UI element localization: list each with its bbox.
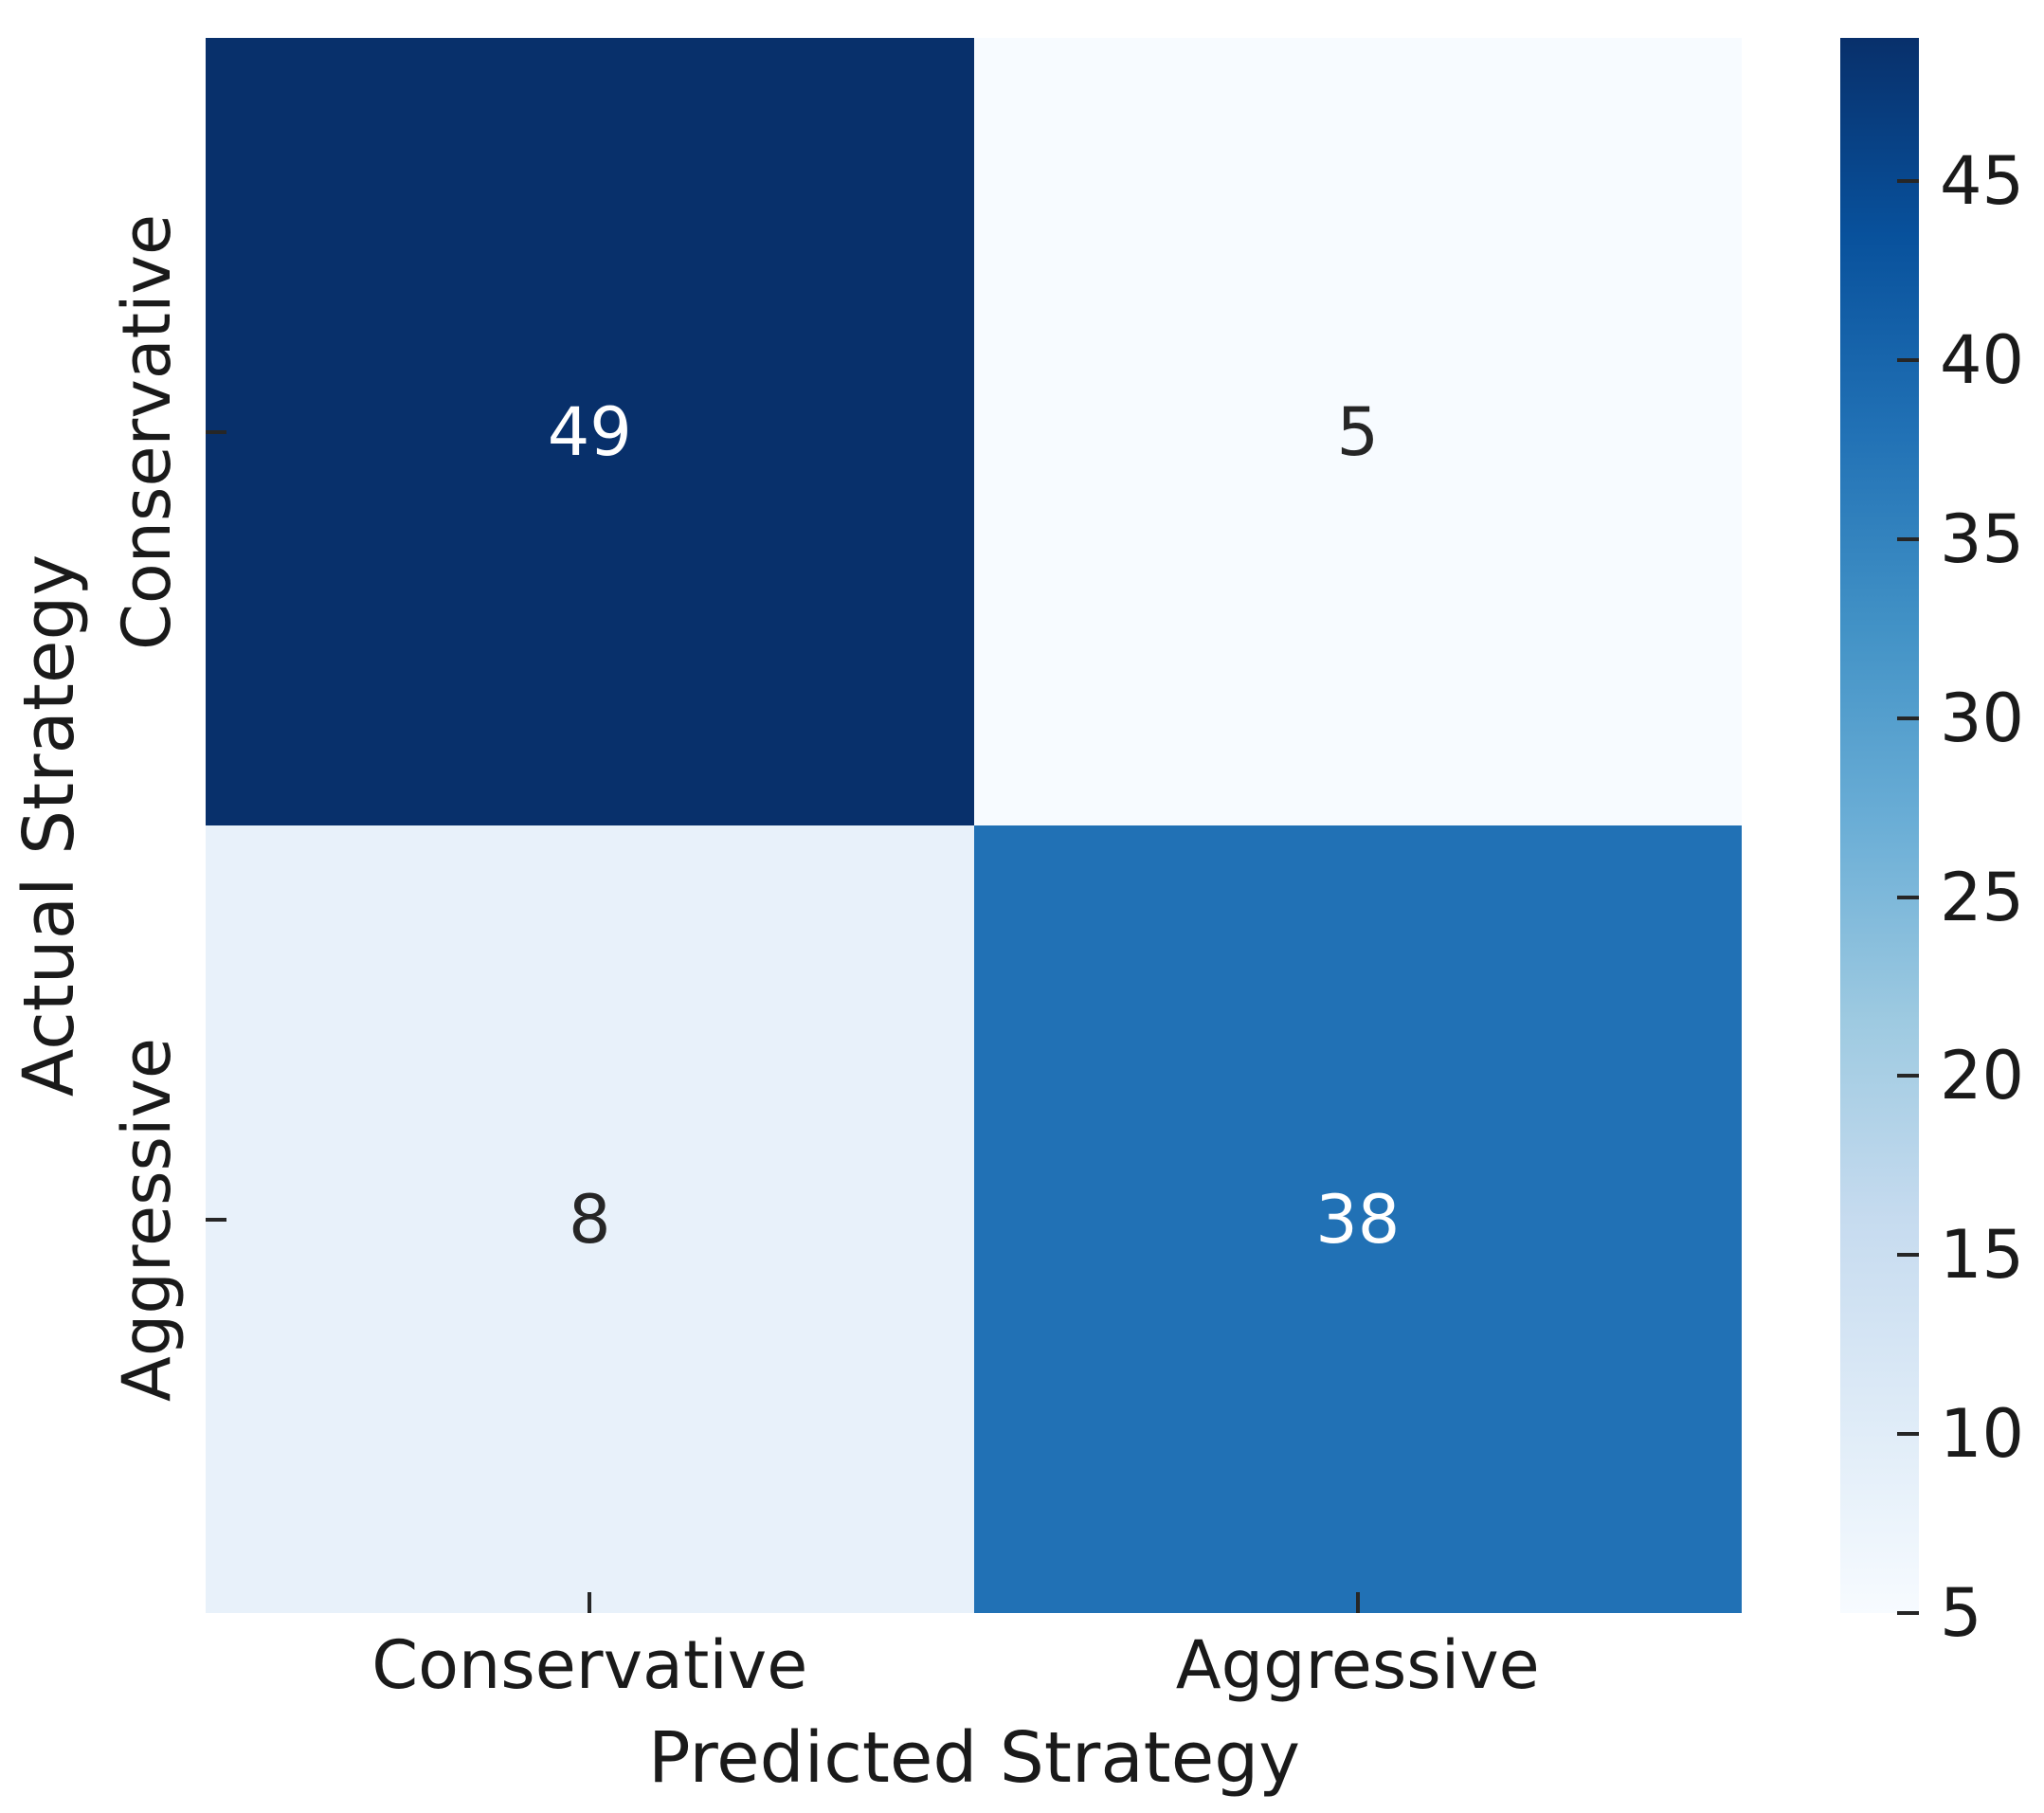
- colorbar-tick: [1897, 1253, 1919, 1258]
- colorbar-tick: [1897, 716, 1919, 720]
- cell-value: 49: [547, 392, 632, 471]
- colorbar-tick: [1897, 179, 1919, 184]
- cell-value: 8: [568, 1180, 611, 1259]
- colorbar-tick-label: 10: [1940, 1395, 2025, 1474]
- colorbar-tick: [1897, 536, 1919, 541]
- x-tick-label: Aggressive: [1175, 1626, 1540, 1704]
- y-axis-tick: [206, 429, 226, 434]
- colorbar-tick-label: 40: [1940, 320, 2025, 399]
- heatmap-cell-conservative-aggressive: 5: [973, 38, 1742, 825]
- colorbar-tick-label: 35: [1940, 499, 2025, 578]
- colorbar-tick: [1897, 1074, 1919, 1079]
- x-axis-label: Predicted Strategy: [648, 1717, 1300, 1799]
- cell-value: 5: [1336, 392, 1380, 471]
- y-tick-label: Aggressive: [108, 1037, 186, 1402]
- colorbar-tick-label: 15: [1940, 1216, 2025, 1295]
- y-axis-label: Actual Strategy: [9, 553, 90, 1097]
- colorbar: [1840, 38, 1919, 1615]
- x-axis-tick: [588, 1592, 592, 1613]
- colorbar-tick: [1897, 1432, 1919, 1437]
- x-tick-label: Conservative: [371, 1626, 808, 1704]
- y-tick-label: Conservative: [108, 213, 186, 650]
- colorbar-tick-label: 45: [1940, 142, 2025, 221]
- heatmap-cell-conservative-conservative: 49: [206, 38, 974, 825]
- x-axis-tick: [1355, 1592, 1360, 1613]
- colorbar-tick-label: 5: [1940, 1574, 1982, 1652]
- colorbar-tick-label: 30: [1940, 679, 2025, 757]
- heatmap-cell-aggressive-conservative: 8: [206, 825, 974, 1613]
- heatmap-cell-aggressive-aggressive: 38: [973, 825, 1742, 1613]
- colorbar-tick-label: 20: [1940, 1037, 2025, 1115]
- y-axis-tick: [206, 1217, 226, 1222]
- colorbar-tick: [1897, 357, 1919, 362]
- colorbar-tick-label: 25: [1940, 858, 2025, 936]
- cell-value: 38: [1315, 1180, 1401, 1259]
- heatmap-grid: 49 5 8 38: [206, 38, 1742, 1613]
- colorbar-tick: [1897, 1611, 1919, 1615]
- colorbar-tick: [1897, 895, 1919, 899]
